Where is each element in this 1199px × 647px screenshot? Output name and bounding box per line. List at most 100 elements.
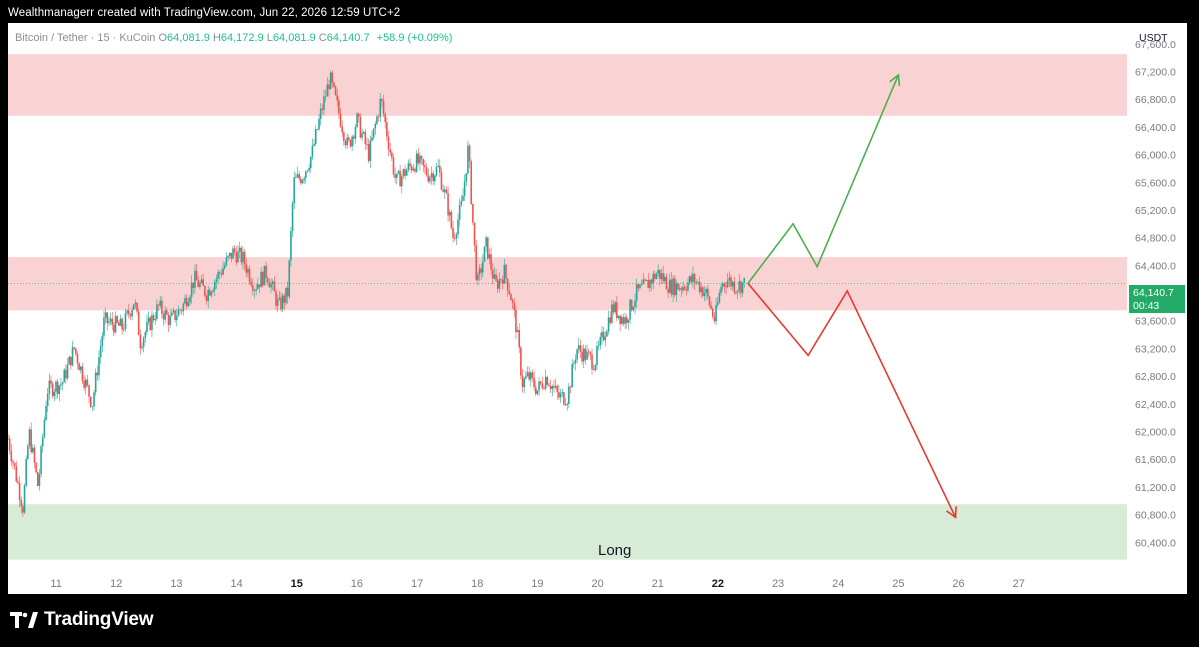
candle-body [655,273,658,280]
high-value: 64,172.9 [220,32,264,44]
candle-body [235,252,238,263]
candle-body [248,268,251,282]
candle-body [587,351,590,353]
candle-body [589,352,592,355]
candle-body [594,365,597,370]
candle-body [164,310,166,320]
candle-body [149,317,152,330]
candle-body [341,126,343,133]
candle-body [199,283,201,287]
candle-body [73,347,75,349]
candle-body [425,167,428,176]
price-axis: 60,400.0 60,800.0 61,200.0 61,600.0 62,000.0… [8,39,1176,549]
price-tick-label: 65,600.0 [1135,177,1176,189]
candle-body [392,157,395,175]
candle-body [731,281,734,287]
candle-body [439,165,441,173]
candle-body [189,296,191,303]
candle-body [295,177,297,179]
candle-body [306,170,309,172]
candle-body [404,169,406,176]
candle-body [200,279,203,284]
candle-body [222,268,224,275]
candle-body [127,310,130,315]
candle-body [579,345,582,352]
candle-body [496,280,499,289]
candle-body [187,302,190,307]
candle-body [346,137,348,146]
candle-body [402,169,405,177]
candle-body [513,302,516,310]
change-value: +58.9 (+0.09%) [376,32,453,44]
candle-body [627,319,630,323]
candle-body [482,261,484,273]
candle-body [609,317,612,323]
candle-body [56,381,59,395]
candle-body [462,195,464,201]
currency-label[interactable]: USDT [1139,32,1168,44]
candle-body [664,276,666,282]
candle-body [40,446,42,474]
candle-body [8,438,11,451]
candle-body [705,288,707,293]
candle-body [624,317,626,324]
candle-body [543,388,545,389]
candle-body [283,295,286,303]
tradingview-brand[interactable]: TradingView [10,609,154,631]
candle-body [738,281,741,291]
candle-body [391,152,393,158]
candle-body [298,174,300,179]
chart-caption: Wealthmanagerr created with TradingView.… [8,7,401,19]
candle-body [591,354,593,370]
symbol-name[interactable]: Bitcoin / Tether · 15 · KuCoin [15,32,156,44]
price-tick-label: 62,800.0 [1135,371,1176,383]
price-tick-label: 67,200.0 [1135,66,1176,78]
candle-body [407,163,410,171]
candle-body [119,318,122,326]
bar-countdown: 00:43 [1133,300,1160,312]
zone-support-long [8,504,1127,560]
candle-body [98,357,100,376]
candle-body [417,153,420,164]
candle-body [161,300,163,314]
candle-body [362,131,365,134]
candle-body [278,297,281,300]
candle-body [675,283,678,296]
candle-body [470,161,473,204]
bullish-projection-arrowhead [889,73,901,86]
candle-body [607,317,610,332]
candle-body [711,308,714,317]
candle-body [144,332,147,338]
candle-body [634,300,636,307]
candle-body [141,346,143,349]
candle-body [409,163,411,167]
candle-body [10,450,13,462]
candle-body [245,264,248,273]
candle-body [349,140,352,147]
candle-body [551,385,554,390]
candle-body [255,289,257,291]
candle-body [27,445,29,459]
candle-body [602,331,605,341]
price-tick-label: 63,200.0 [1135,343,1176,355]
price-chart[interactable]: 60,400.0 60,800.0 61,200.0 61,600.0 62,000.0… [8,23,1187,594]
candle-body [448,211,451,216]
candle-body [559,393,562,398]
candle-body [457,219,459,235]
long-zone-label: Long [598,542,632,559]
candle-body [452,227,454,239]
time-tick-label: 19 [531,578,543,590]
candle-body [654,273,656,280]
candle-body [399,170,401,187]
candle-body [344,141,347,146]
candle-body [472,203,474,223]
candle-body [677,283,679,290]
candle-body [741,282,744,294]
candle-body [539,381,542,384]
candle-body [660,273,663,279]
candle-body [635,284,638,301]
candle-body [276,299,279,306]
candle-body [515,309,517,333]
chart-panel[interactable]: 60,400.0 60,800.0 61,200.0 61,600.0 62,000.0… [8,23,1187,594]
candle-body [32,447,34,453]
